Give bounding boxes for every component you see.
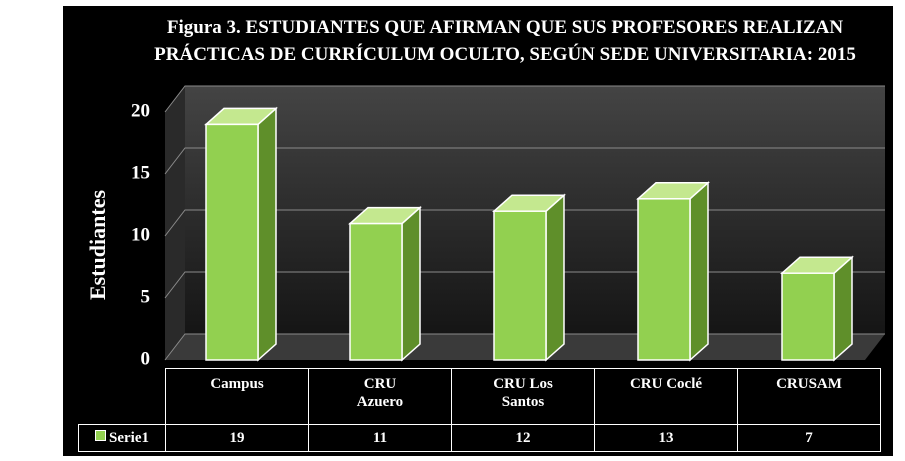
legend-cell: Serie1 (78, 424, 166, 452)
value-label: 11 (308, 424, 452, 452)
y-tick-label: 5 (141, 286, 151, 307)
bar-side (257, 106, 277, 362)
grid-line (164, 85, 885, 113)
grid-line (164, 147, 885, 175)
y-tick-label: 0 (141, 348, 151, 369)
bar-front (781, 272, 835, 361)
category-row: Campus CRU Azuero CRU Los Santos CRU Coclé C… (78, 368, 881, 425)
bar (636, 181, 710, 362)
value-label: 7 (737, 424, 881, 452)
value-row: Serie1 19 11 12 13 7 (78, 424, 881, 452)
category-label: CRU Azuero (308, 368, 452, 425)
bar (348, 205, 422, 362)
category-label: Campus (165, 368, 309, 425)
legend-swatch (95, 429, 106, 441)
y-tick-label: 15 (131, 162, 150, 183)
bar (780, 255, 854, 362)
data-table: Campus CRU Azuero CRU Los Santos CRU Coclé C… (78, 368, 881, 452)
category-label: CRU Los Santos (451, 368, 595, 425)
y-tick-label: 10 (131, 224, 150, 245)
bar-front (637, 198, 691, 361)
y-axis-label: Estudiantes (85, 190, 110, 300)
blank-cell (78, 368, 166, 425)
bar-front (493, 210, 547, 361)
bar (204, 106, 278, 362)
y-tick-label: 20 (131, 100, 150, 121)
bar (492, 193, 566, 362)
bar-front (205, 123, 259, 361)
value-label: 12 (451, 424, 595, 452)
value-label: 13 (594, 424, 738, 452)
category-label: CRUSAM (737, 368, 881, 425)
legend-label: Serie1 (109, 429, 149, 446)
bar-side (833, 255, 853, 362)
category-label: CRU Coclé (594, 368, 738, 425)
bar-front (349, 222, 403, 361)
bar-side (401, 205, 421, 362)
chart-title: Figura 3. ESTUDIANTES QUE AFIRMAN QUE SU… (154, 17, 856, 65)
value-label: 19 (165, 424, 309, 452)
bar-side (689, 181, 709, 362)
bar-side (545, 193, 565, 362)
